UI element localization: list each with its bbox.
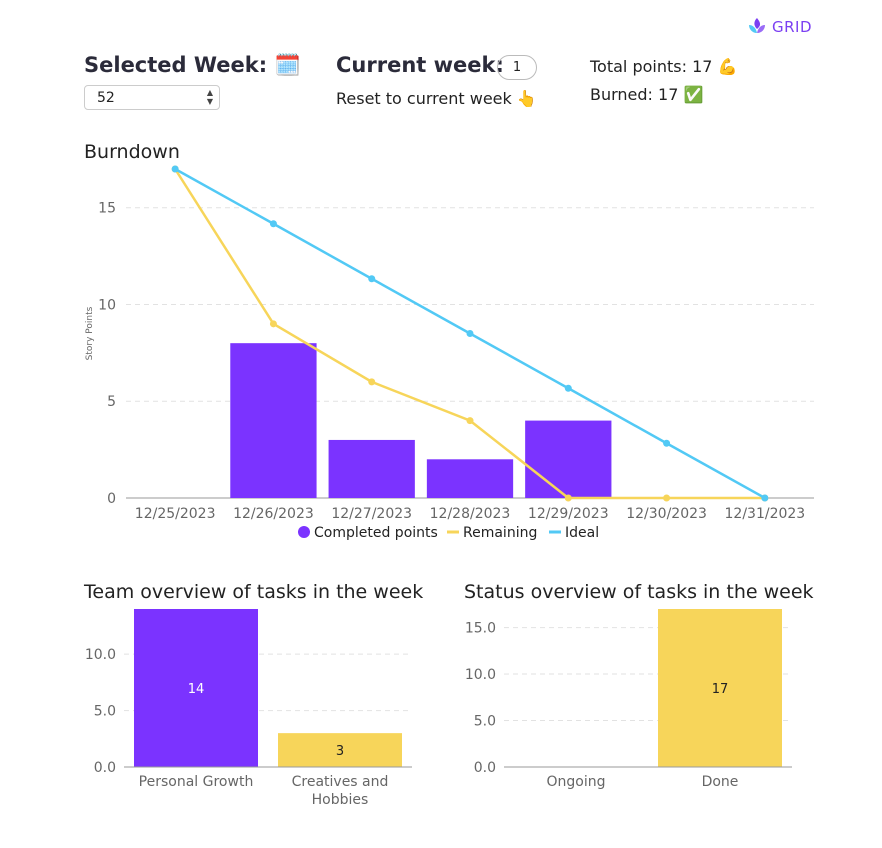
x-tick-label: Done — [702, 774, 739, 790]
selected-week-label: Selected Week: 🗓️ — [84, 53, 301, 78]
bar-completed-points — [328, 439, 415, 498]
bar-value-label: 14 — [188, 682, 205, 697]
grid-logo-icon — [749, 18, 765, 33]
point-remaining — [368, 378, 376, 386]
y-tick-label: 15.0 — [465, 621, 496, 637]
point-ideal — [269, 220, 277, 228]
point-remaining — [466, 417, 474, 425]
point-remaining — [663, 494, 671, 502]
x-tick-label: Hobbies — [312, 792, 369, 808]
y-tick-label: 5.0 — [474, 714, 496, 730]
y-tick-label: 5.0 — [94, 704, 116, 720]
burndown-chart: 0 5 10 15 Story Points 12/25/2023 12/26/2023 12… — [85, 165, 814, 541]
grid-logo[interactable]: GRID — [746, 16, 812, 38]
legend-completed-marker — [298, 526, 310, 538]
total-points: Total points: 17 💪 — [590, 57, 738, 76]
selected-week-input[interactable]: 52 ▲ ▼ — [84, 85, 220, 110]
point-ideal — [466, 330, 474, 337]
bar — [134, 609, 258, 767]
y-tick-label: 0.0 — [474, 760, 496, 776]
x-tick-label: 12/26/2023 — [233, 506, 314, 522]
bar-completed-points — [525, 420, 612, 498]
x-tick-label: 12/31/2023 — [725, 506, 806, 522]
current-week-badge[interactable]: 1 — [497, 55, 537, 80]
bar — [278, 733, 402, 767]
y-tick-label: 5 — [107, 394, 116, 410]
bar-value-label: 17 — [712, 682, 729, 697]
team-overview-chart: 0.0 5.0 10.0 14 3 Personal Growth Creatives an… — [85, 609, 412, 808]
status-overview-chart: 0.0 5.0 10.0 15.0 17 Ongoing Done — [465, 609, 792, 790]
point-ideal — [171, 165, 179, 173]
x-tick-label: Ongoing — [547, 774, 606, 790]
x-tick-label: Personal Growth — [139, 774, 254, 790]
x-tick-label: 12/29/2023 — [528, 506, 609, 522]
stepper-icon[interactable]: ▲ ▼ — [206, 88, 213, 106]
point-ideal — [761, 494, 769, 502]
x-tick-label: 12/28/2023 — [430, 506, 511, 522]
legend-ideal-label: Ideal — [565, 525, 599, 541]
y-tick-label: 10.0 — [85, 647, 116, 663]
y-tick-label: 10 — [98, 297, 116, 313]
point-remaining — [564, 494, 572, 502]
bar — [658, 609, 782, 767]
point-ideal — [368, 275, 376, 283]
point-ideal — [564, 384, 572, 392]
point-remaining — [269, 320, 277, 328]
selected-week-value: 52 — [97, 89, 115, 106]
logo-text: GRID — [772, 18, 813, 36]
y-axis-label: Story Points — [85, 306, 95, 360]
x-tick-label: Creatives and — [292, 774, 389, 790]
selected-week-text: Selected Week: — [84, 53, 268, 77]
y-tick-label: 15 — [98, 201, 116, 217]
x-tick-label: 12/30/2023 — [626, 506, 707, 522]
y-tick-label: 0 — [107, 491, 116, 507]
current-week-label: Current week: — [336, 53, 504, 77]
burned-points: Burned: 17 ✅ — [590, 85, 704, 104]
team-overview-title: Team overview of tasks in the week — [84, 581, 424, 603]
reset-week-link[interactable]: Reset to current week 👆 — [336, 89, 537, 108]
y-tick-label: 0.0 — [94, 760, 116, 776]
bar-completed-points — [426, 459, 514, 498]
calendar-icon: 🗓️ — [274, 53, 301, 77]
x-tick-label: 12/27/2023 — [331, 506, 412, 522]
status-overview-title: Status overview of tasks in the week — [464, 581, 814, 603]
y-tick-label: 10.0 — [465, 667, 496, 683]
legend-completed-label: Completed points — [314, 525, 438, 541]
x-tick-label: 12/25/2023 — [135, 506, 216, 522]
legend-remaining-label: Remaining — [463, 525, 537, 541]
point-ideal — [663, 439, 671, 447]
bar-value-label: 3 — [336, 744, 344, 759]
burndown-title: Burndown — [84, 141, 180, 163]
bar-completed-points — [230, 343, 317, 498]
